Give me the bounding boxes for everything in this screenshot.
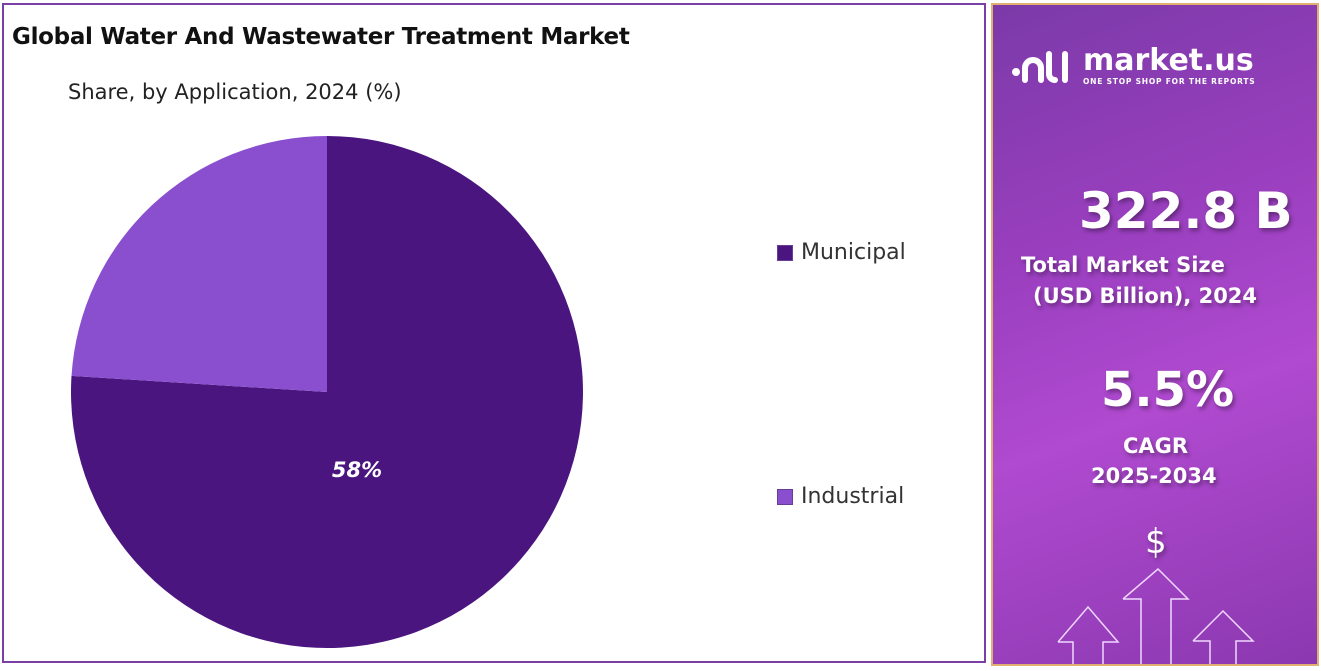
pie-slice-industrial: [71, 136, 327, 392]
legend-swatch: [777, 245, 793, 261]
cagr-period: 2025-2034: [1091, 464, 1217, 488]
data-label-municipal: 58%: [332, 458, 382, 482]
logo-icon: [1012, 51, 1068, 83]
legend-item-municipal: Municipal: [777, 240, 906, 266]
summary-panel: market.us ONE STOP SHOP FOR THE REPORTS …: [991, 3, 1319, 666]
brand-logo: market.us ONE STOP SHOP FOR THE REPORTS: [1011, 45, 1301, 87]
market-size-label-year: (USD Billion), 2024: [1033, 284, 1258, 308]
cagr-label: CAGR: [1123, 434, 1189, 458]
market-size-value: 322.8 B: [1079, 182, 1293, 240]
cagr-value: 5.5%: [1101, 362, 1235, 418]
chart-subtitle: Share, by Application, 2024 (%): [68, 80, 402, 104]
brand-name: market.us: [1083, 43, 1254, 78]
pie-chart: 58%: [71, 136, 583, 648]
dollar-icon: $: [1145, 522, 1167, 562]
brand-tagline: ONE STOP SHOP FOR THE REPORTS: [1083, 77, 1256, 86]
chart-panel: Global Water And Wastewater Treatment Ma…: [2, 3, 986, 663]
chart-title: Global Water And Wastewater Treatment Ma…: [12, 24, 630, 50]
growth-arrows-icon: [1057, 567, 1255, 664]
legend-item-industrial: Industrial: [777, 484, 904, 510]
legend-label: Municipal: [801, 240, 906, 265]
market-size-label: Total Market Size: [1021, 253, 1225, 277]
legend-label: Industrial: [801, 484, 905, 509]
legend-swatch: [777, 489, 793, 505]
